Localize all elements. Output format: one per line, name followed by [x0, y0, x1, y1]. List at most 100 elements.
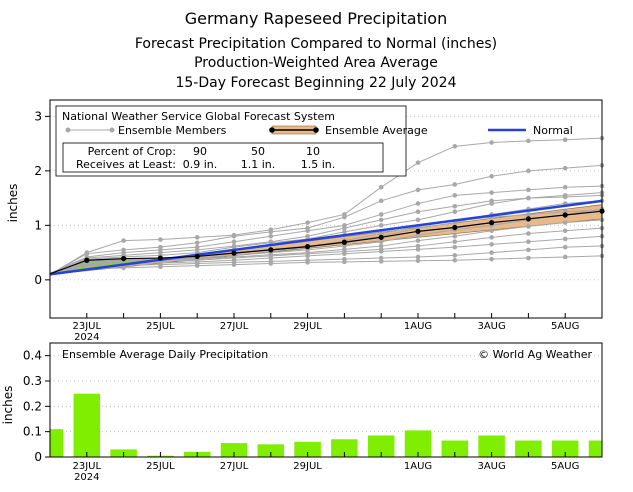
ensemble-member-point: [194, 235, 200, 240]
ensemble-member-point: [489, 198, 494, 204]
ensemble-member-point: [305, 253, 310, 259]
precip-bar: [331, 439, 358, 457]
ensemble-average-point: [231, 250, 237, 256]
legend-members-label: Ensemble Members: [118, 124, 227, 137]
top-y-tick-label: 0: [34, 273, 42, 287]
ensemble-member-point: [378, 255, 384, 261]
ensemble-member-line: [49, 137, 603, 275]
ensemble-member-point: [378, 184, 384, 190]
ensemble-member-point: [562, 228, 568, 234]
crop-pct-10: 10: [306, 145, 320, 158]
receive-header: Receives at Least:: [76, 158, 176, 171]
top-x-tick-label: 27JUL: [220, 321, 249, 332]
ensemble-member-point: [415, 160, 421, 165]
ensemble-member-point: [121, 265, 126, 271]
precip-bar: [73, 393, 101, 457]
ensemble-member-point: [415, 232, 421, 238]
precip-bar: [551, 440, 579, 457]
ensemble-member-point: [489, 140, 494, 145]
ensemble-member-point: [415, 258, 421, 264]
bottom-y-axis: 0 0.1 0.2 0.3 0.4: [23, 349, 50, 464]
ensemble-member-point: [415, 238, 421, 243]
ensemble-average-point: [489, 220, 495, 226]
ensemble-member-point: [342, 225, 347, 231]
ensemble-average-point: [305, 244, 311, 250]
ensemble-member-point: [562, 194, 568, 200]
ensemble-member-point: [452, 144, 458, 149]
precip-bar: [588, 440, 602, 457]
ensemble-member-point: [526, 224, 531, 229]
legend-source: National Weather Service Global Forecast…: [62, 110, 335, 123]
ensemble-member-point: [415, 247, 421, 252]
top-x-tick-label: 29JUL: [293, 321, 322, 332]
bottom-x-tick-label: 27JUL: [220, 461, 249, 472]
ensemble-average-point: [268, 247, 274, 253]
ensemble-member-point: [489, 256, 494, 262]
ensemble-member-point: [231, 233, 237, 239]
ensemble-member-point: [526, 231, 531, 236]
normal-layer: [49, 199, 603, 276]
ensemble-member-point: [378, 212, 384, 217]
bottom-x-tick-label: 3AUG: [477, 461, 505, 472]
ensemble-member-point: [342, 251, 347, 256]
top-x-tick-label: 3AUG: [477, 321, 505, 332]
ensemble-member-point: [194, 263, 200, 268]
ensemble-member-point: [489, 235, 494, 240]
legend-average-dot-1: [269, 127, 275, 133]
legend-normal-label: Normal: [533, 124, 573, 137]
top-y-tick-label: 3: [34, 109, 42, 123]
bottom-x-tick-label: 5AUG: [551, 461, 579, 472]
ensemble-member-point: [489, 250, 494, 255]
ensemble-member-line: [49, 185, 603, 274]
legend-members-dot-1: [65, 127, 71, 133]
top-x-tick-year-label: 2024: [74, 332, 99, 343]
receive-val-90: 0.9 in.: [183, 158, 218, 171]
ensemble-member-point: [378, 243, 384, 249]
ensemble-member-point: [452, 253, 458, 258]
top-x-tick-label: 23JUL: [73, 321, 102, 332]
bottom-panel-title: Ensemble Average Daily Precipitation: [62, 348, 268, 361]
bars-layer: [50, 393, 602, 457]
ensemble-member-point: [562, 236, 568, 242]
ensemble-member-point: [158, 237, 163, 242]
bottom-plot-frame: [49, 342, 603, 458]
ensemble-member-point: [452, 193, 458, 198]
ensemble-member-point: [342, 214, 347, 220]
ensemble-member-point: [305, 228, 310, 234]
bottom-x-tick-label: 29JUL: [293, 461, 322, 472]
bottom-y-tick-label: 0.1: [23, 425, 42, 439]
bottom-panel-credit: © World Ag Weather: [478, 348, 592, 361]
ensemble-member-line: [49, 219, 603, 275]
ensemble-member-point: [562, 254, 568, 260]
ensemble-member-point: [526, 195, 531, 201]
ensemble-member-line: [49, 255, 603, 275]
ensemble-member-point: [378, 249, 384, 254]
ensemble-member-point: [231, 239, 237, 244]
bottom-x-tick-label: 23JUL: [73, 461, 102, 472]
precip-bar: [515, 440, 542, 457]
ensemble-member-point: [526, 168, 531, 174]
ensemble-member-line: [49, 194, 603, 274]
ensemble-member-point: [562, 244, 568, 250]
ensemble-member-point: [305, 260, 310, 265]
top-x-tick-label: 5AUG: [551, 321, 579, 332]
bottom-x-tick-year-label: 2024: [74, 472, 99, 483]
ensemble-member-point: [452, 257, 458, 263]
crop-pct-50: 50: [251, 145, 265, 158]
ensemble-member-point: [342, 243, 347, 249]
ensemble-member-point: [84, 251, 90, 256]
receive-val-10: 1.5 in.: [301, 158, 336, 171]
ensemble-members-layer: [49, 135, 605, 276]
bottom-gridlines: [50, 355, 602, 458]
crop-pct-90: 90: [193, 145, 207, 158]
ensemble-member-point: [452, 209, 458, 215]
top-plot-frame: [49, 99, 603, 319]
ensemble-member-point: [415, 187, 421, 193]
ensemble-member-point: [194, 247, 200, 253]
top-y-axis: 0 1 2 3: [34, 109, 50, 287]
bottom-x-tick-label: 1AUG: [404, 461, 432, 472]
ensemble-member-line: [49, 208, 603, 275]
precip-bar: [441, 440, 469, 457]
